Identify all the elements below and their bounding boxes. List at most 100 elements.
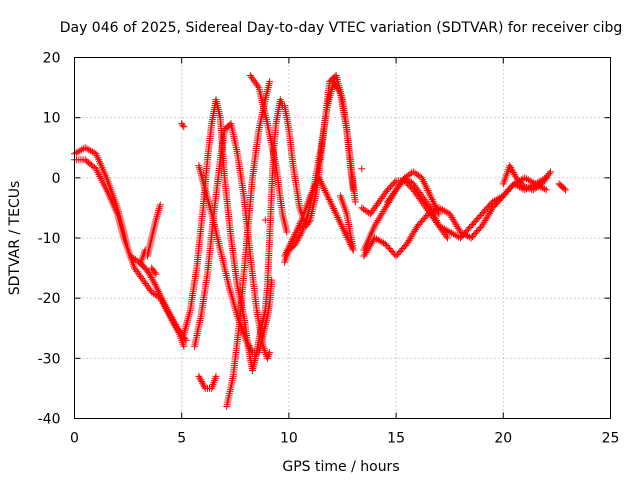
data-point	[406, 183, 414, 191]
data-point	[323, 192, 331, 200]
data-point	[152, 282, 160, 290]
data-point	[446, 228, 454, 236]
data-point	[382, 202, 390, 210]
data-point	[453, 223, 461, 231]
data-point	[389, 180, 397, 188]
data-point	[159, 297, 167, 305]
data-point	[405, 236, 413, 244]
data-point	[85, 146, 93, 154]
data-point	[329, 205, 337, 213]
data-point	[156, 203, 164, 211]
data-point	[512, 174, 520, 182]
data-point	[405, 181, 413, 189]
data-point	[521, 174, 529, 182]
data-point	[351, 198, 359, 206]
data-point	[322, 188, 330, 196]
data-point	[376, 237, 384, 245]
data-point	[153, 212, 161, 220]
data-point	[83, 145, 91, 153]
series-t4	[178, 120, 188, 131]
data-point	[365, 209, 373, 217]
data-point	[483, 213, 491, 221]
data-point	[429, 197, 437, 205]
data-point	[305, 217, 313, 225]
data-point	[384, 186, 392, 194]
data-point	[254, 82, 262, 90]
data-point	[294, 223, 302, 231]
data-point	[358, 165, 366, 173]
data-point	[440, 207, 448, 215]
x-tick-label: 5	[177, 431, 186, 447]
data-point	[560, 185, 568, 193]
series-t1	[71, 144, 188, 350]
y-axis-label: SDTVAR / TECUs	[7, 181, 23, 296]
data-point	[349, 246, 357, 254]
data-point	[336, 219, 344, 227]
data-point	[442, 208, 450, 216]
series-t10	[246, 72, 291, 236]
data-point	[425, 188, 433, 196]
data-point	[369, 238, 377, 246]
data-point	[451, 219, 459, 227]
data-point	[377, 211, 385, 219]
data-point	[320, 185, 328, 193]
series-t18	[384, 168, 443, 218]
series-t17	[358, 177, 452, 242]
data-point	[426, 190, 434, 198]
data-point	[364, 245, 372, 253]
data-point	[287, 238, 295, 246]
data-point	[366, 241, 374, 249]
data-point	[281, 250, 289, 258]
data-point	[212, 372, 220, 380]
data-point	[432, 203, 440, 211]
data-point	[561, 186, 569, 194]
data-point	[432, 205, 440, 213]
data-point	[182, 336, 190, 344]
data-point	[87, 147, 95, 155]
data-point	[315, 174, 323, 182]
data-point	[327, 199, 335, 207]
x-tick-label: 0	[70, 431, 79, 447]
data-point	[542, 186, 550, 194]
data-point	[146, 286, 154, 294]
series-t12	[281, 78, 359, 266]
data-point	[287, 239, 295, 247]
data-point	[362, 248, 370, 256]
data-point	[72, 149, 80, 157]
data-point	[154, 286, 162, 294]
data-point	[338, 223, 346, 231]
data-point	[363, 247, 371, 255]
data-point	[248, 347, 256, 355]
data-point	[200, 383, 208, 391]
data-point	[335, 217, 343, 225]
data-point	[325, 195, 333, 203]
data-point	[485, 209, 493, 217]
data-point	[545, 170, 553, 178]
data-point	[371, 222, 379, 230]
x-axis-label: GPS time / hours	[282, 459, 399, 475]
data-point	[295, 221, 303, 229]
data-point	[160, 298, 168, 306]
data-point	[486, 208, 494, 216]
data-point	[518, 180, 526, 188]
data-point	[88, 148, 96, 156]
data-point	[291, 230, 299, 238]
data-point	[376, 213, 384, 221]
data-point	[407, 233, 415, 241]
data-point	[426, 192, 434, 200]
series-t24	[148, 264, 160, 278]
data-point	[418, 174, 426, 182]
data-point	[524, 176, 532, 184]
data-point	[448, 214, 456, 222]
series-t22	[261, 216, 269, 224]
data-point	[449, 215, 457, 223]
data-point	[316, 176, 324, 184]
data-point	[449, 230, 457, 238]
data-point	[522, 183, 530, 191]
data-point	[481, 217, 489, 225]
x-tick-label: 15	[387, 431, 405, 447]
data-point	[427, 194, 435, 202]
data-point	[378, 209, 386, 217]
data-point	[435, 210, 443, 218]
